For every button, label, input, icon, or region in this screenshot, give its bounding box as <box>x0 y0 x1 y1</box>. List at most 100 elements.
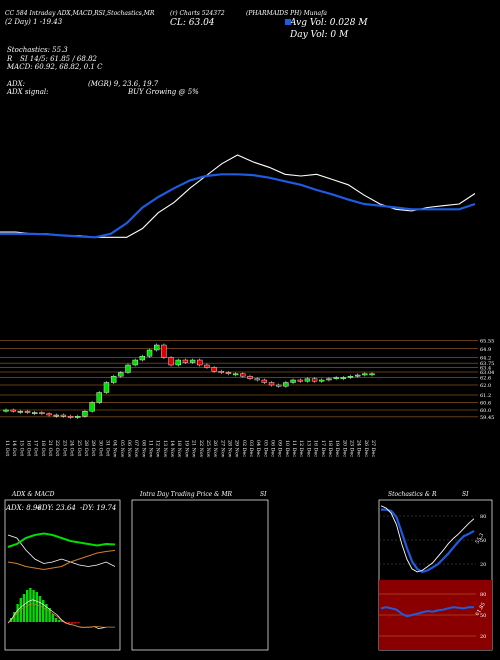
candle-body <box>261 379 268 383</box>
candle-body <box>189 359 196 363</box>
plus-di-line <box>7 532 116 548</box>
candle-body <box>354 374 361 377</box>
candle-body <box>240 373 246 377</box>
candle-body <box>154 344 160 351</box>
x-axis-tick-label: 07 Nov <box>133 440 139 458</box>
x-axis-tick-label: 15 Oct <box>18 440 24 456</box>
candle-body <box>103 382 110 393</box>
candle-body <box>369 373 375 376</box>
price-level-label: 59.45 <box>480 415 494 421</box>
x-axis-tick-label: 26 Nov <box>212 440 218 458</box>
candle-body <box>311 378 318 382</box>
candle-body <box>60 414 67 417</box>
x-axis-tick-label: 22 Oct <box>54 440 60 456</box>
price-level-label: 62.6 <box>480 376 491 382</box>
x-axis-tick-label: 18 Nov <box>176 440 182 458</box>
price-level-label: 63.04 <box>480 370 494 376</box>
x-axis-tick-label: 16 Dec <box>313 440 319 457</box>
candle-body <box>283 382 289 387</box>
intraday-title: Intra Day Trading Price & MR <box>140 491 233 498</box>
candle-body <box>175 359 181 366</box>
candle-body <box>218 371 224 373</box>
buy-signal-label: BUY Growing @ 5% <box>128 88 199 96</box>
ma-chart <box>0 154 476 239</box>
price-level-label: 63.75 <box>480 361 494 367</box>
header-title: CC 584 Intraday ADX,MACD,RSI,Stochastics… <box>5 10 155 17</box>
candle-body <box>17 411 24 413</box>
macd-histogram-bar <box>29 588 32 622</box>
x-axis-tick-label: 29 Oct <box>90 440 96 456</box>
x-axis-tick-label: 31 Oct <box>104 440 110 456</box>
x-axis-tick-label: 05 Dec <box>262 440 268 457</box>
macd-histogram-bar <box>35 592 38 622</box>
x-axis-tick-label: 05 Nov <box>119 440 125 458</box>
x-axis-tick-label: 04 Nov <box>112 440 118 458</box>
header-chart-id: (r) Charts 524372 <box>170 10 225 17</box>
stoch-tick-label: 50 <box>480 538 486 544</box>
candle-body <box>326 378 332 381</box>
macd-histogram-bar <box>45 604 48 622</box>
macd-signal-line <box>7 603 115 628</box>
x-axis-tick-label: 30 Oct <box>97 440 103 456</box>
x-axis-tick-label: 18 Oct <box>40 440 46 456</box>
x-axis-tick-label: 24 Dec <box>356 440 362 457</box>
candle-body <box>75 416 81 418</box>
price-level-label: 64.2 <box>480 356 491 362</box>
x-axis-tick-label: 17 Dec <box>320 440 326 457</box>
candle-body <box>197 359 203 366</box>
macd-histogram-bar <box>74 622 77 624</box>
x-axis-tick-label: 11 Nov <box>148 440 154 458</box>
x-axis-tick-label: 14 Oct <box>11 440 17 456</box>
x-axis-tick-label: 24 Oct <box>69 440 75 456</box>
x-axis-tick-label: 21 Oct <box>47 440 53 456</box>
stoch-rsi-title-suffix: SI <box>462 491 469 498</box>
candle-body <box>46 413 52 416</box>
x-axis-tick-label: 12 Nov <box>155 440 161 458</box>
candle-body <box>89 402 95 412</box>
macd-histogram-bar <box>13 612 16 622</box>
price-level-label: 65.55 <box>480 339 494 345</box>
adx-label: ADX: <box>7 80 26 88</box>
x-axis-tick-label: 17 Oct <box>33 440 39 456</box>
x-axis-tick-label: 13 Nov <box>162 440 168 458</box>
x-axis-tick-label: 21 Nov <box>191 440 197 458</box>
candle-body <box>132 359 138 366</box>
x-axis-tick-label: 13 Dec <box>305 440 311 457</box>
candle-body <box>67 416 74 418</box>
candle-body <box>319 379 325 382</box>
candle-body <box>24 411 31 413</box>
price-level-label: 60.0 <box>480 408 491 414</box>
candle-body <box>225 372 232 374</box>
candle-body <box>139 356 146 361</box>
candle-body <box>39 412 45 414</box>
x-axis-tick-label: 06 Nov <box>126 440 132 458</box>
x-axis-tick-label: 03 Dec <box>248 440 254 457</box>
x-axis-tick-label: 23 Oct <box>61 440 67 456</box>
candle-body <box>333 377 339 379</box>
rsi-tick-label: 50 <box>480 613 486 619</box>
candle-body <box>118 372 124 377</box>
macd-histogram-bar <box>48 608 51 622</box>
macd-label: MACD: 60.92, 68.82, 0.1 C <box>7 63 103 71</box>
adx-panel-frame <box>4 499 121 651</box>
x-axis-tick-label: 09 Dec <box>277 440 283 457</box>
stoch-tick-label: 20 <box>480 562 486 568</box>
candle-body <box>168 357 174 366</box>
candle-body <box>10 409 16 412</box>
date-label: (2 Day) 1 ‑19.43 <box>5 18 63 26</box>
x-axis-labels: 11 Oct 14 Oct 15 Oct 16 Oct 17 Oct 18 Oct 21 O… <box>4 440 376 458</box>
candle-body <box>247 376 253 379</box>
macd-lines <box>7 588 115 629</box>
x-axis-tick-label: 28 Nov <box>226 440 232 458</box>
stoch-rsi-title: Stochastics & R <box>388 491 437 498</box>
candle-body <box>340 377 346 379</box>
plus-di-value: +DY: 23.64 <box>36 504 76 512</box>
x-axis-tick-label: 25 Nov <box>205 440 211 458</box>
macd-line <box>7 599 115 629</box>
price-level-label: 62.0 <box>480 383 491 389</box>
candles <box>3 343 375 419</box>
ma-line-white <box>0 154 476 238</box>
candle-body <box>32 412 38 414</box>
price-level-label: 60.6 <box>480 401 491 407</box>
